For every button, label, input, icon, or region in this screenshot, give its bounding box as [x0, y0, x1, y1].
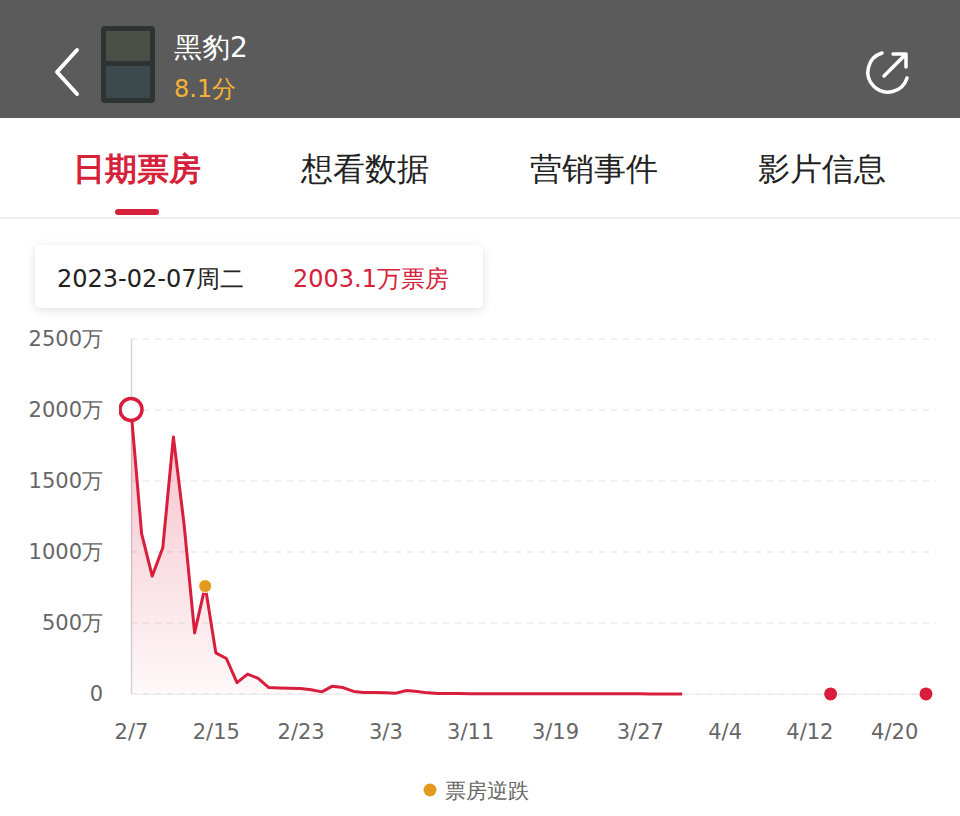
y-tick: 2000万 [29, 398, 131, 422]
y-tick-label: 2500万 [29, 327, 103, 351]
y-tick: 0 [90, 682, 131, 706]
x-tick: 4/12 [786, 694, 833, 744]
tooltip-date: 2023-02-07周二 [57, 265, 244, 293]
poster-art [106, 31, 150, 61]
y-axis: 0 500万 1000万 1500万 2000万 2500万 [29, 327, 132, 706]
x-axis: 2/7 2/15 2/23 3/3 3/11 3/19 3/27 4/4 4/12 4/20 [115, 694, 927, 744]
tab[interactable]: 影片信息 [758, 150, 886, 188]
y-tick-label: 2000万 [29, 398, 103, 422]
y-tick: 2500万 [29, 327, 131, 351]
y-tick: 1500万 [29, 469, 131, 493]
back-button[interactable] [57, 50, 77, 94]
series-1 [199, 580, 212, 593]
legend-marker [424, 784, 437, 797]
x-tick-label: 3/11 [447, 720, 494, 744]
header-bar [0, 0, 960, 118]
grid-line [131, 409, 936, 410]
grid-line [131, 551, 936, 552]
share-circle [868, 53, 907, 92]
poster-art [106, 66, 150, 98]
line [131, 410, 682, 694]
x-tick: 3/27 [617, 694, 664, 744]
tab-divider [0, 217, 960, 219]
x-tick-label: 2/15 [193, 720, 240, 744]
series-0 [131, 410, 933, 701]
x-tick: 2/23 [278, 694, 325, 744]
x-tick: 3/3 [369, 694, 403, 744]
highlight-point[interactable] [120, 399, 142, 421]
tab-underline [115, 209, 159, 215]
x-tick-label: 4/4 [708, 720, 742, 744]
tooltip-box [35, 245, 483, 308]
x-tick: 3/19 [532, 694, 579, 744]
grid-line [131, 480, 936, 481]
y-tick-label: 0 [90, 682, 103, 706]
poster[interactable] [101, 26, 155, 103]
movie-title: 黑豹2 [174, 31, 248, 64]
tab[interactable]: 营销事件 [530, 150, 658, 188]
tab[interactable]: 想看数据 [300, 150, 429, 188]
y-tick: 1000万 [29, 540, 131, 564]
screen: 黑豹2 8.1分日期票房 想看数据 营销事件 影片信息 0 500万 1000万 1500万 20… [0, 0, 960, 816]
y-tick: 500万 [42, 611, 131, 635]
marker [199, 580, 212, 593]
tooltip-value: 2003.1万票房 [293, 265, 449, 293]
x-tick: 4/4 [708, 694, 742, 744]
share-button[interactable] [868, 53, 907, 92]
point [824, 687, 837, 700]
area [131, 410, 682, 694]
x-tick-label: 3/3 [369, 720, 403, 744]
x-tick-label: 3/27 [617, 720, 664, 744]
x-tick-label: 3/19 [532, 720, 579, 744]
x-tick: 2/15 [193, 694, 240, 744]
tooltip: 2023-02-07周二 2003.1万票房 [35, 245, 483, 308]
x-tick: 4/20 [871, 694, 918, 744]
share-arrow [884, 54, 906, 76]
page: 黑豹2 8.1分日期票房 想看数据 营销事件 影片信息 0 500万 1000万 1500万 20… [0, 0, 960, 816]
grid-line [131, 622, 936, 623]
x-tick: 2/7 [115, 694, 149, 744]
y-tick-label: 1000万 [29, 540, 103, 564]
plot-area [120, 399, 933, 701]
tab[interactable]: 日期票房 [73, 150, 201, 188]
x-tick: 3/11 [447, 694, 494, 744]
x-tick-label: 2/23 [278, 720, 325, 744]
y-tick-label: 500万 [42, 611, 103, 635]
movie-rating: 8.1分 [174, 75, 236, 103]
x-tick-label: 4/20 [871, 720, 918, 744]
legend-label: 票房逆跌 [445, 779, 529, 803]
y-tick-label: 1500万 [29, 469, 103, 493]
grid [131, 339, 936, 694]
legend: 票房逆跌 [424, 779, 530, 803]
grid-line [131, 338, 936, 339]
point [920, 687, 933, 700]
x-tick-label: 4/12 [786, 720, 833, 744]
x-tick-label: 2/7 [115, 720, 149, 744]
poster-bg [101, 26, 155, 103]
